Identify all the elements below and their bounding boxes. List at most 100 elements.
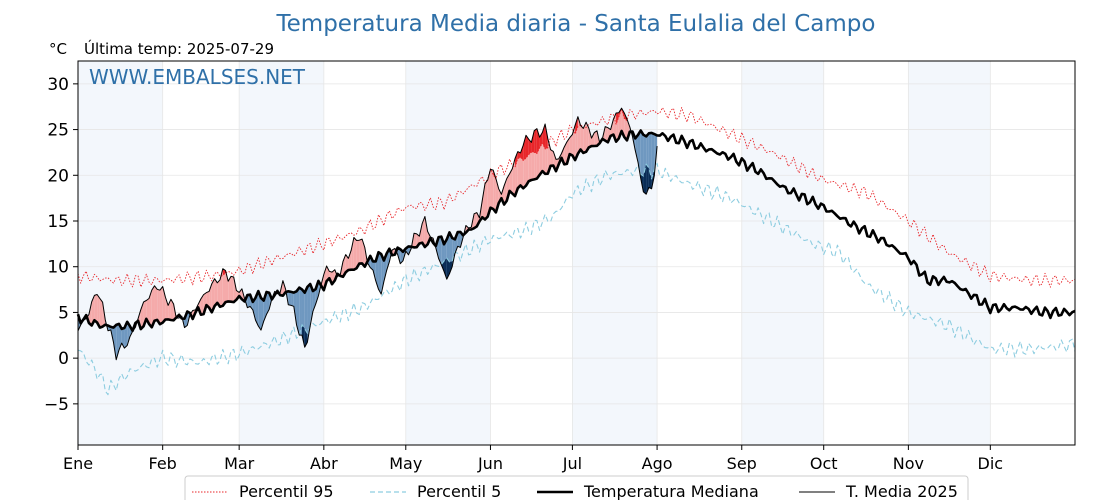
x-tick-label: Mar: [224, 454, 255, 473]
fill-above-p95: [531, 130, 535, 153]
fill-below-median: [255, 291, 259, 326]
fill-above-median: [359, 239, 363, 264]
fill-above-median: [351, 237, 354, 270]
fill-above-median: [97, 294, 100, 328]
legend: Percentil 95 Percentil 5 Temperatura Med…: [184, 475, 969, 500]
fill-below-median: [291, 291, 294, 307]
chart-subtitle: Última temp: 2025-07-29: [84, 39, 274, 58]
watermark-text: WWW.EMBALSES.NET: [89, 65, 306, 89]
fill-below-p5: [446, 258, 450, 280]
fill-above-median: [149, 290, 152, 328]
fill-below-median: [378, 252, 382, 295]
fill-below-median: [299, 287, 302, 336]
month-band: [741, 61, 824, 445]
month-band: [78, 61, 163, 445]
fill-above-median: [474, 212, 477, 229]
fill-below-p5: [301, 324, 305, 348]
fill-above-median: [206, 291, 210, 308]
fill-below-median: [296, 287, 300, 336]
fill-above-median: [490, 169, 494, 209]
x-tick-label: Sep: [727, 454, 757, 473]
x-tick-label: Abr: [310, 454, 338, 473]
fill-above-median: [484, 179, 488, 220]
unit-label: °C: [49, 40, 67, 58]
fill-above-median: [154, 285, 158, 321]
y-tick-label: −5: [44, 395, 69, 415]
x-tick-label: Ene: [63, 454, 93, 473]
fill-above-median: [493, 170, 496, 213]
x-tick-label: Nov: [893, 454, 924, 473]
fill-above-median: [209, 283, 212, 313]
y-tick-label: 5: [58, 303, 69, 323]
fill-above-p95: [528, 139, 532, 155]
legend-label-percentil-5: Percentil 5: [417, 482, 501, 500]
fill-above-median: [580, 125, 584, 153]
fill-below-median: [121, 327, 125, 349]
fill-below-median: [113, 324, 117, 360]
fill-above-median: [482, 183, 485, 220]
fill-above-median: [170, 299, 174, 321]
fill-above-median: [413, 233, 417, 248]
x-tick-label: Oct: [810, 454, 838, 473]
fill-above-median: [345, 254, 349, 273]
fill-above-p95: [517, 151, 521, 159]
fill-above-median: [230, 276, 234, 303]
fill-above-p95: [520, 145, 524, 161]
series-lines: [76, 107, 1076, 396]
legend-label-media-2025: T. Media 2025: [845, 482, 958, 500]
fill-above-median: [151, 285, 155, 328]
fill-above-median: [586, 122, 589, 152]
fill-above-p95: [542, 124, 546, 150]
fill-above-median: [159, 286, 163, 325]
fill-above-p95: [523, 135, 526, 161]
fill-above-median: [605, 126, 608, 143]
fill-below-median: [288, 291, 292, 306]
fill-above-median: [509, 168, 513, 194]
fill-above-p95: [536, 128, 540, 154]
fill-below-p5: [646, 164, 649, 195]
fill-above-median: [591, 132, 595, 147]
fill-below-median: [266, 291, 270, 315]
legend-label-mediana: Temperatura Mediana: [583, 482, 759, 500]
fill-below-p5: [444, 258, 447, 280]
fill-above-median: [157, 289, 160, 325]
series-line-percentil-5: [77, 162, 1076, 396]
fill-below-median: [310, 283, 313, 326]
x-axis: Ene Feb Mar Abr May Jun Jul Ago Sep Oct Nov Dic: [63, 445, 1003, 473]
legend-box: [184, 475, 969, 500]
fill-above-median: [233, 276, 237, 303]
fill-above-median: [225, 270, 229, 303]
y-axis: −5 0 5 10 15 20 25 30: [44, 75, 78, 415]
fill-above-median: [200, 294, 204, 315]
y-tick-label: 30: [47, 75, 69, 95]
fill-above-median: [146, 298, 150, 324]
fill-above-p95: [575, 116, 578, 134]
x-tick-label: Feb: [149, 454, 177, 473]
fill-below-median: [457, 231, 461, 248]
fill-above-median: [228, 276, 231, 302]
fill-above-median: [356, 240, 360, 269]
y-tick-label: 25: [47, 121, 69, 141]
fill-below-median: [635, 134, 638, 163]
fill-above-median: [424, 216, 428, 248]
month-band: [239, 61, 324, 445]
fill-above-median: [217, 279, 221, 307]
fill-above-median: [88, 301, 92, 326]
x-tick-label: Ago: [642, 454, 673, 473]
fill-above-median: [165, 297, 169, 320]
legend-label-percentil-95: Percentil 95: [239, 482, 334, 500]
y-tick-label: 0: [58, 349, 69, 369]
chart-title: Temperatura Media diaria - Santa Eulalia…: [276, 11, 876, 37]
fill-above-p95: [515, 151, 518, 168]
y-tick-label: 20: [47, 166, 69, 186]
fill-above-median: [577, 116, 581, 154]
fill-above-median: [422, 216, 425, 248]
month-band: [908, 61, 991, 445]
fill-above-median: [564, 141, 567, 165]
fill-above-median: [222, 268, 226, 306]
fill-above-p95: [525, 135, 529, 159]
y-tick-label: 10: [47, 258, 69, 278]
fill-below-p5: [643, 164, 647, 195]
fill-above-median: [594, 130, 597, 146]
fill-below-median: [293, 291, 297, 325]
